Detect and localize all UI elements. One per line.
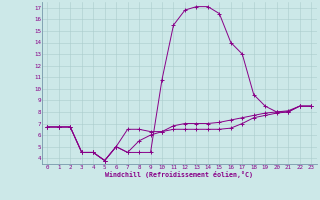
X-axis label: Windchill (Refroidissement éolien,°C): Windchill (Refroidissement éolien,°C) <box>105 171 253 178</box>
